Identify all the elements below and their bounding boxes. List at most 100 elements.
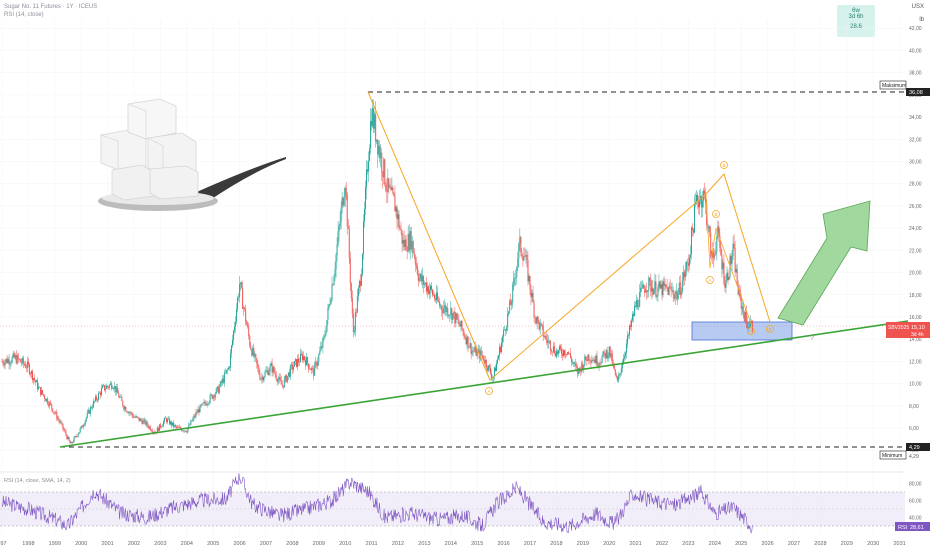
candle-body (207, 403, 209, 405)
candle-body (383, 159, 385, 178)
candle-body (295, 359, 297, 367)
candle-body (246, 321, 248, 325)
candle-body (333, 276, 335, 285)
currency-label[interactable]: USX (911, 4, 924, 10)
candle-body (211, 394, 213, 399)
candle-body (705, 193, 707, 203)
candle-body (634, 305, 636, 316)
candle-body (457, 319, 459, 320)
candle-body (407, 234, 409, 252)
candle-body (287, 372, 289, 376)
candle-body (664, 284, 666, 286)
candle-body (611, 353, 613, 365)
price-tick-label: 10,00 (909, 382, 922, 388)
candle-body (632, 314, 634, 321)
year-tick-label: 2004 (181, 541, 193, 547)
candle-body (15, 355, 17, 364)
candle-body (42, 390, 44, 395)
candle-body (318, 354, 320, 362)
candle-body (312, 367, 314, 369)
rsi-value-tag (895, 522, 930, 531)
candle-body (512, 284, 514, 303)
candle-body (459, 324, 461, 327)
candle-body (733, 243, 735, 249)
candle-body (258, 367, 260, 374)
candle-body (484, 360, 486, 364)
candle-body (181, 429, 183, 432)
candle-body (215, 388, 217, 394)
unit-label[interactable]: lb (919, 17, 924, 23)
candle-body (716, 236, 718, 252)
candle-body (499, 346, 501, 356)
candle-body (20, 361, 22, 364)
candle-body (506, 327, 508, 331)
candle-body (488, 365, 490, 368)
candle-body (417, 274, 419, 281)
candle-body (217, 386, 219, 393)
candle-body (511, 302, 513, 305)
candle-body (567, 352, 569, 355)
candle-body (588, 354, 590, 361)
candle-body (636, 299, 638, 307)
candle-body (137, 417, 139, 418)
candle-body (250, 345, 252, 350)
candle-body (745, 311, 747, 322)
target-zone-box (691, 321, 793, 341)
candle-body (182, 430, 184, 432)
candle-body (460, 320, 462, 327)
candle-body (679, 282, 681, 296)
candle-body (622, 358, 624, 365)
candle-body (658, 281, 660, 288)
year-tick-label: 2021 (629, 541, 641, 547)
candle-body (280, 380, 282, 385)
candle-body (168, 418, 170, 420)
candle-body (683, 272, 685, 278)
candle-body (341, 197, 343, 208)
candle-body (519, 236, 521, 244)
candle-body (719, 235, 721, 249)
candle-body (569, 353, 571, 355)
candle-body (642, 284, 644, 288)
candle-body (392, 187, 394, 193)
candle-body (92, 401, 94, 408)
candle-body (268, 371, 270, 376)
candle-body (3, 363, 5, 366)
candle-body (293, 361, 295, 367)
candle-body (487, 365, 489, 371)
candle-body (592, 360, 594, 361)
candle-body (384, 159, 386, 185)
candle-body (617, 375, 619, 381)
candle-body (221, 378, 223, 384)
candle-body (279, 377, 281, 381)
candle-body (343, 197, 345, 206)
candle-body (727, 272, 729, 280)
candle-body (118, 393, 120, 398)
candle-body (375, 114, 377, 142)
candle-body (210, 394, 212, 396)
candle-body (473, 350, 475, 352)
candle-body (47, 398, 49, 405)
candle-body (89, 407, 91, 414)
candle-body (737, 284, 739, 295)
candle-body (576, 365, 578, 368)
candle-body (560, 349, 562, 354)
candle-body (75, 436, 77, 437)
candle-body (218, 386, 220, 393)
candle-body (300, 353, 302, 363)
candle-body (157, 427, 159, 431)
candle-body (114, 385, 116, 389)
candle-body (162, 421, 164, 426)
candle-body (746, 321, 748, 328)
candle-body (607, 354, 609, 359)
candle-body (648, 277, 650, 291)
candle-body (494, 367, 496, 372)
candle-body (451, 308, 453, 320)
candle-body (465, 338, 467, 345)
candle-body (209, 394, 211, 402)
indicator-title: RSI (14, close) (4, 12, 44, 18)
support-trendline (59, 320, 909, 448)
candle-body (329, 303, 331, 305)
candle-body (294, 359, 296, 362)
candle-body (690, 227, 692, 255)
